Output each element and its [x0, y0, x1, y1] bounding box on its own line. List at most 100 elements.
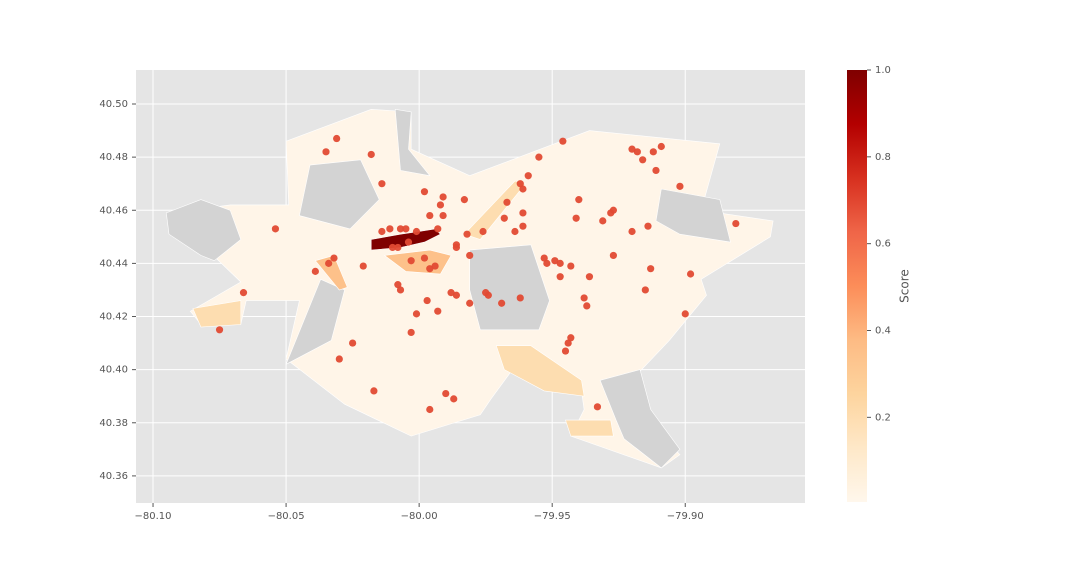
point [333, 134, 341, 143]
point [535, 153, 543, 161]
point [239, 289, 248, 297]
point [652, 166, 660, 175]
point [639, 156, 647, 164]
point [516, 294, 524, 302]
point [447, 289, 455, 297]
point [378, 180, 386, 188]
region [314, 255, 348, 291]
y-tick-label: 40.42 [99, 312, 128, 323]
region [599, 369, 681, 469]
point [420, 188, 429, 196]
point [335, 355, 343, 363]
point [580, 294, 588, 302]
point [479, 227, 487, 236]
point [394, 281, 402, 289]
point [466, 251, 474, 260]
point [407, 257, 415, 265]
point [516, 180, 524, 188]
point [556, 273, 564, 281]
region [285, 278, 345, 365]
point [681, 310, 689, 318]
point [311, 267, 319, 275]
point [396, 225, 405, 233]
point [394, 243, 402, 252]
point [386, 225, 394, 233]
point [641, 286, 649, 294]
point [511, 227, 519, 236]
point [325, 259, 333, 267]
point [593, 403, 602, 411]
point [426, 405, 434, 414]
point [431, 262, 439, 270]
point [564, 339, 572, 347]
point [500, 214, 508, 222]
region [370, 228, 441, 251]
point [423, 296, 431, 305]
y-tick-label: 40.50 [99, 99, 128, 110]
point [396, 286, 405, 294]
colorbar-tick-label: 0.8 [875, 152, 891, 163]
point [599, 217, 607, 225]
point [732, 219, 740, 228]
point [633, 148, 641, 156]
point [585, 273, 594, 281]
point [567, 262, 575, 270]
point [543, 259, 551, 267]
y-tick-label: 40.46 [99, 205, 128, 216]
point [572, 214, 580, 222]
point [442, 389, 450, 398]
colorbar-tick-label: 1.0 [875, 65, 891, 76]
region [655, 188, 731, 243]
point [452, 243, 460, 252]
colorbar-label: Score [898, 269, 912, 303]
region [565, 419, 614, 437]
point [402, 225, 410, 233]
region [495, 345, 585, 397]
point [551, 257, 559, 265]
point [412, 310, 421, 318]
point [370, 387, 378, 395]
point [559, 137, 567, 145]
region [299, 159, 380, 230]
colorbar-tick-label: 0.2 [875, 412, 891, 423]
point [439, 193, 447, 201]
x-tick-label: −80.00 [401, 511, 438, 522]
point [503, 198, 511, 206]
region [394, 108, 431, 177]
region [463, 180, 527, 240]
point [540, 254, 548, 262]
point [349, 339, 357, 347]
point [388, 243, 397, 252]
point [420, 254, 429, 262]
colorbar [847, 70, 867, 502]
point [215, 326, 224, 334]
point [426, 265, 434, 273]
point [519, 209, 527, 217]
point [609, 206, 618, 214]
point [686, 270, 695, 278]
point [322, 148, 330, 156]
point [647, 265, 655, 273]
x-tick-label: −80.05 [268, 511, 305, 522]
point [404, 238, 413, 246]
y-tick-label: 40.36 [99, 471, 128, 482]
point [436, 201, 445, 209]
point [463, 230, 471, 238]
point [628, 145, 636, 153]
point [434, 307, 442, 315]
point [271, 225, 280, 233]
point [434, 225, 442, 233]
point [330, 254, 338, 262]
region [165, 199, 242, 262]
point [676, 182, 684, 190]
x-tick-label: −80.10 [135, 511, 172, 522]
colorbar-tick-label: 0.6 [875, 239, 891, 250]
point [519, 222, 527, 230]
point [412, 227, 421, 236]
point [452, 291, 460, 299]
point [484, 291, 492, 299]
x-tick-label: −79.90 [667, 511, 704, 522]
point [575, 196, 583, 204]
